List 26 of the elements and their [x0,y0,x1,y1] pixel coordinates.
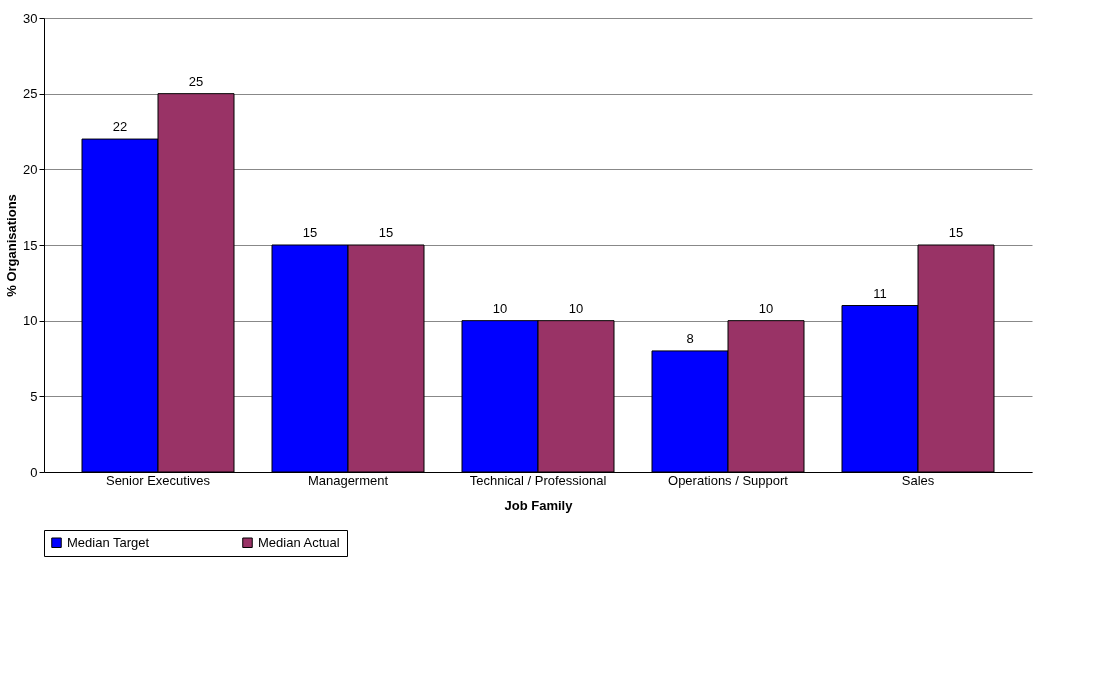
y-tick-label: 25 [23,86,38,102]
data-label: 10 [758,300,774,316]
data-label: 10 [568,300,584,316]
data-label: 15 [948,225,964,240]
data-label: 15 [302,225,318,240]
x-axis-title: Job Family [504,497,574,513]
legend-label: Median Actual [258,534,340,550]
x-tick-label: Managerment [307,472,389,488]
y-tick-label: 30 [23,10,38,26]
data-label: 22 [112,119,128,135]
x-tick-label: Sales [901,472,935,488]
data-label: 11 [873,285,887,301]
y-axis-title: % Organisations [4,194,20,297]
data-label: 25 [188,73,204,89]
x-tick-label: Operations / Support [668,472,789,488]
legend-label: Median Target [67,534,150,550]
y-tick-label: 10 [23,313,38,329]
y-tick-label: 15 [23,237,38,253]
data-label: 15 [378,225,394,240]
x-tick-label: Senior Executives [105,472,211,488]
x-tick-label: Technical / Professional [469,472,607,488]
y-tick-label: 20 [23,161,38,177]
y-tick-label: 5 [30,388,38,404]
data-label: 10 [492,300,508,316]
y-tick-label: 0 [30,464,38,480]
data-label: 8 [686,330,694,346]
